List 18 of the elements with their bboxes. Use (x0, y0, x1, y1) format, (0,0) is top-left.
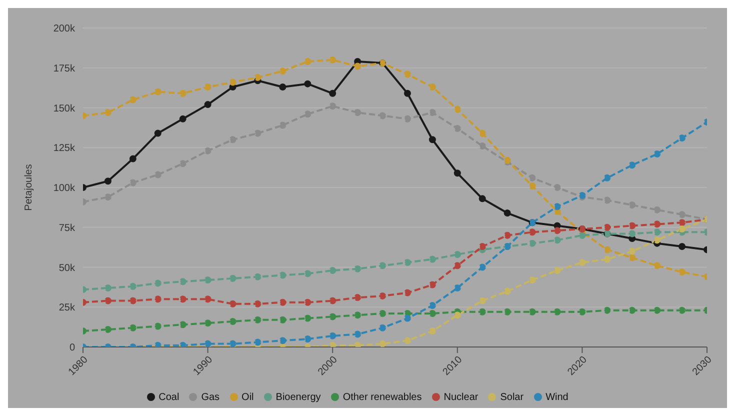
y-tick-label: 175k (53, 63, 76, 74)
y-tick-label: 100k (53, 183, 76, 194)
legend-label: Gas (201, 392, 220, 403)
y-tick-label: 200k (53, 24, 76, 35)
y-tick-label: 125k (53, 143, 76, 154)
y-tick-label: 75k (58, 222, 76, 234)
legend-label: Other renewables (342, 392, 422, 403)
legend-label: Oil (242, 392, 254, 403)
legend-label: Nuclear (444, 392, 478, 403)
legend-label: Bioenergy (276, 392, 321, 403)
y-axis-title: Petajoules (24, 164, 35, 211)
y-tick-label: 0 (69, 342, 76, 354)
legend-label: Coal (158, 392, 180, 403)
y-tick-label: 150k (53, 103, 76, 114)
y-tick-label: 50k (58, 262, 76, 274)
legend-label: Solar (500, 392, 524, 403)
legend-label: Wind (546, 392, 568, 403)
y-tick-label: 25k (58, 302, 76, 314)
